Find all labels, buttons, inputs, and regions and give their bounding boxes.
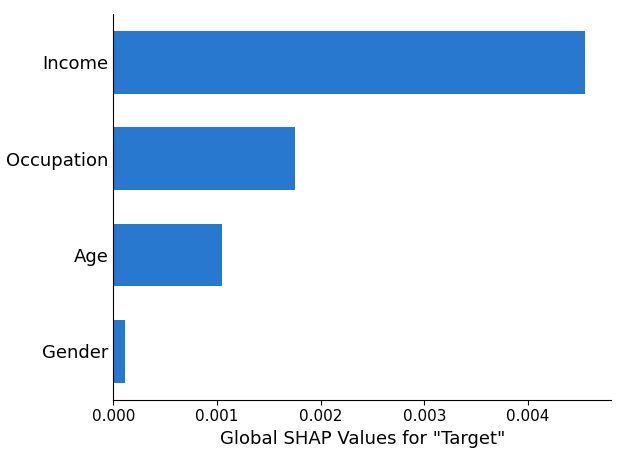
X-axis label: Global SHAP Values for "Target": Global SHAP Values for "Target" [220, 430, 505, 448]
Bar [113, 320, 125, 383]
Bar [113, 31, 585, 94]
Bar [113, 127, 295, 190]
Bar [113, 224, 222, 286]
